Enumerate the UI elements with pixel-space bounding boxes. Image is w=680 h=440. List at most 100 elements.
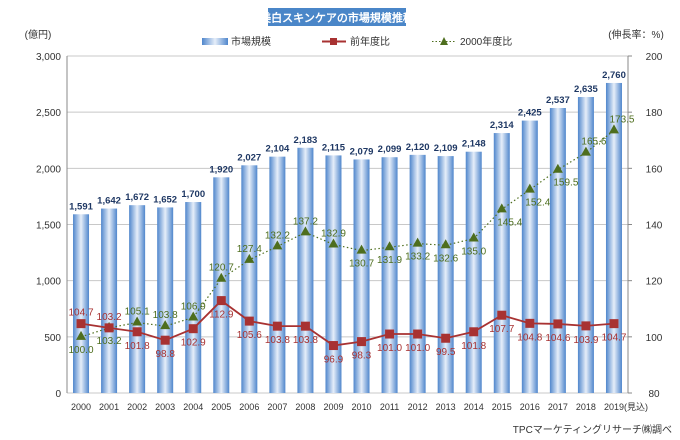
yoy-marker: [300, 321, 310, 331]
yoy-value-label: 101.8: [461, 341, 486, 352]
bar: [241, 165, 258, 393]
vs2000-marker: [356, 244, 367, 254]
vs2000-value-label: 103.8: [153, 310, 178, 321]
vs2000-value-label: 159.5: [553, 178, 578, 189]
bar-value-label: 2,104: [265, 144, 289, 155]
yoy-marker: [497, 310, 507, 320]
vs2000-value-label: 131.9: [377, 255, 402, 266]
bar-value-label: 2,148: [462, 139, 486, 150]
vs2000-marker: [552, 163, 563, 173]
left-tick-label: 2,000: [36, 164, 61, 175]
yoy-marker: [76, 319, 86, 329]
legend: 市場規模 前年度比 2000年度比: [202, 35, 512, 48]
vs2000-marker: [216, 272, 227, 282]
vs2000-value-label: 135.0: [461, 247, 486, 258]
yoy-marker: [216, 296, 226, 306]
left-tick-label: 1,500: [36, 221, 61, 232]
right-tick-label: 100: [646, 333, 663, 344]
right-tick-label: 200: [646, 52, 663, 63]
right-tick-label: 180: [646, 108, 663, 119]
bar-value-label: 2,314: [490, 120, 514, 131]
vs2000-value-label: 152.4: [525, 198, 550, 209]
bar-value-label: 2,183: [294, 135, 318, 146]
vs2000-value-label: 165.6: [581, 137, 606, 148]
yoy-line: [80, 299, 615, 347]
yoy-marker: [104, 323, 114, 333]
x-tick-label: 2001: [99, 402, 119, 412]
bar: [549, 108, 566, 394]
bar: [73, 214, 90, 393]
vs2000-marker: [468, 232, 479, 242]
bar: [297, 147, 314, 393]
yoy-value-label: 103.9: [573, 335, 598, 346]
bar: [465, 151, 482, 393]
x-tick-label: 2012: [408, 402, 428, 412]
source-note: TPCマーケティングリサーチ㈱調べ: [513, 423, 672, 436]
right-tick-label: 80: [648, 389, 660, 400]
bar: [521, 120, 538, 393]
yoy-marker: [581, 321, 591, 331]
vs2000-marker: [188, 311, 199, 321]
bar: [325, 155, 342, 393]
yoy-marker: [272, 321, 282, 331]
yoy-value-label: 104.8: [517, 332, 542, 343]
vs2000-marker: [132, 316, 143, 326]
x-tick-label: 2006: [239, 402, 259, 412]
bar: [493, 133, 510, 393]
yoy-marker: [244, 316, 254, 326]
x-tick-label: 2007: [267, 402, 287, 412]
legend-marker-vs2000: [440, 37, 448, 45]
bar-value-label: 1,591: [69, 201, 93, 212]
bar: [157, 207, 174, 393]
x-tick-label: 2011: [380, 402, 399, 412]
vs2000-marker: [524, 183, 535, 193]
bar: [185, 202, 202, 393]
x-tick-label: 2003: [155, 402, 175, 412]
bar-value-label: 2,027: [237, 152, 261, 163]
right-axis-label: (伸長率：%): [608, 28, 664, 41]
vs2000-marker: [244, 253, 255, 263]
vs2000-marker: [440, 239, 451, 249]
vs2000-marker: [328, 238, 339, 248]
yoy-value-label: 99.5: [436, 347, 456, 358]
title-box: [268, 8, 406, 26]
vs2000-marker: [384, 241, 395, 251]
left-tick-label: 1,000: [36, 277, 61, 288]
right-tick-label: 160: [646, 164, 663, 175]
yoy-marker: [160, 335, 170, 345]
vs2000-marker: [76, 330, 87, 340]
yoy-marker: [553, 319, 563, 329]
bar-value-label: 2,120: [406, 142, 430, 153]
yoy-value-label: 96.9: [324, 355, 344, 366]
bar-value-label: 2,760: [602, 70, 626, 81]
x-tick-label: 2005: [211, 402, 231, 412]
vs2000-marker: [272, 240, 283, 250]
yoy-marker: [525, 318, 535, 328]
left-tick-label: 2,500: [36, 108, 61, 119]
vs2000-line: [80, 129, 615, 338]
legend-label-vs2000: 2000年度比: [460, 35, 512, 48]
yoy-value-label: 98.3: [352, 351, 372, 362]
legend-marker-yoy: [330, 38, 337, 45]
vs2000-value-label: 132.9: [321, 228, 346, 239]
vs2000-value-label: 132.6: [433, 253, 458, 264]
bar-value-label: 2,099: [378, 144, 402, 155]
vs2000-value-label: 145.4: [497, 217, 522, 228]
yoy-marker: [385, 329, 395, 339]
vs2000-value-label: 120.7: [209, 263, 234, 274]
vs2000-marker: [300, 226, 311, 236]
x-tick-label: 2002: [127, 402, 147, 412]
yoy-marker: [132, 327, 142, 337]
bar-value-label: 1,652: [153, 194, 177, 205]
bar-value-label: 1,700: [181, 189, 205, 200]
yoy-value-label: 103.2: [97, 312, 122, 323]
bar: [605, 82, 622, 394]
yoy-marker: [188, 324, 198, 334]
legend-label-yoy: 前年度比: [350, 35, 390, 48]
vs2000-value-label: 133.2: [405, 252, 430, 263]
yoy-marker: [609, 319, 619, 329]
yoy-value-label: 105.6: [237, 330, 262, 341]
vs2000-marker: [580, 146, 591, 156]
